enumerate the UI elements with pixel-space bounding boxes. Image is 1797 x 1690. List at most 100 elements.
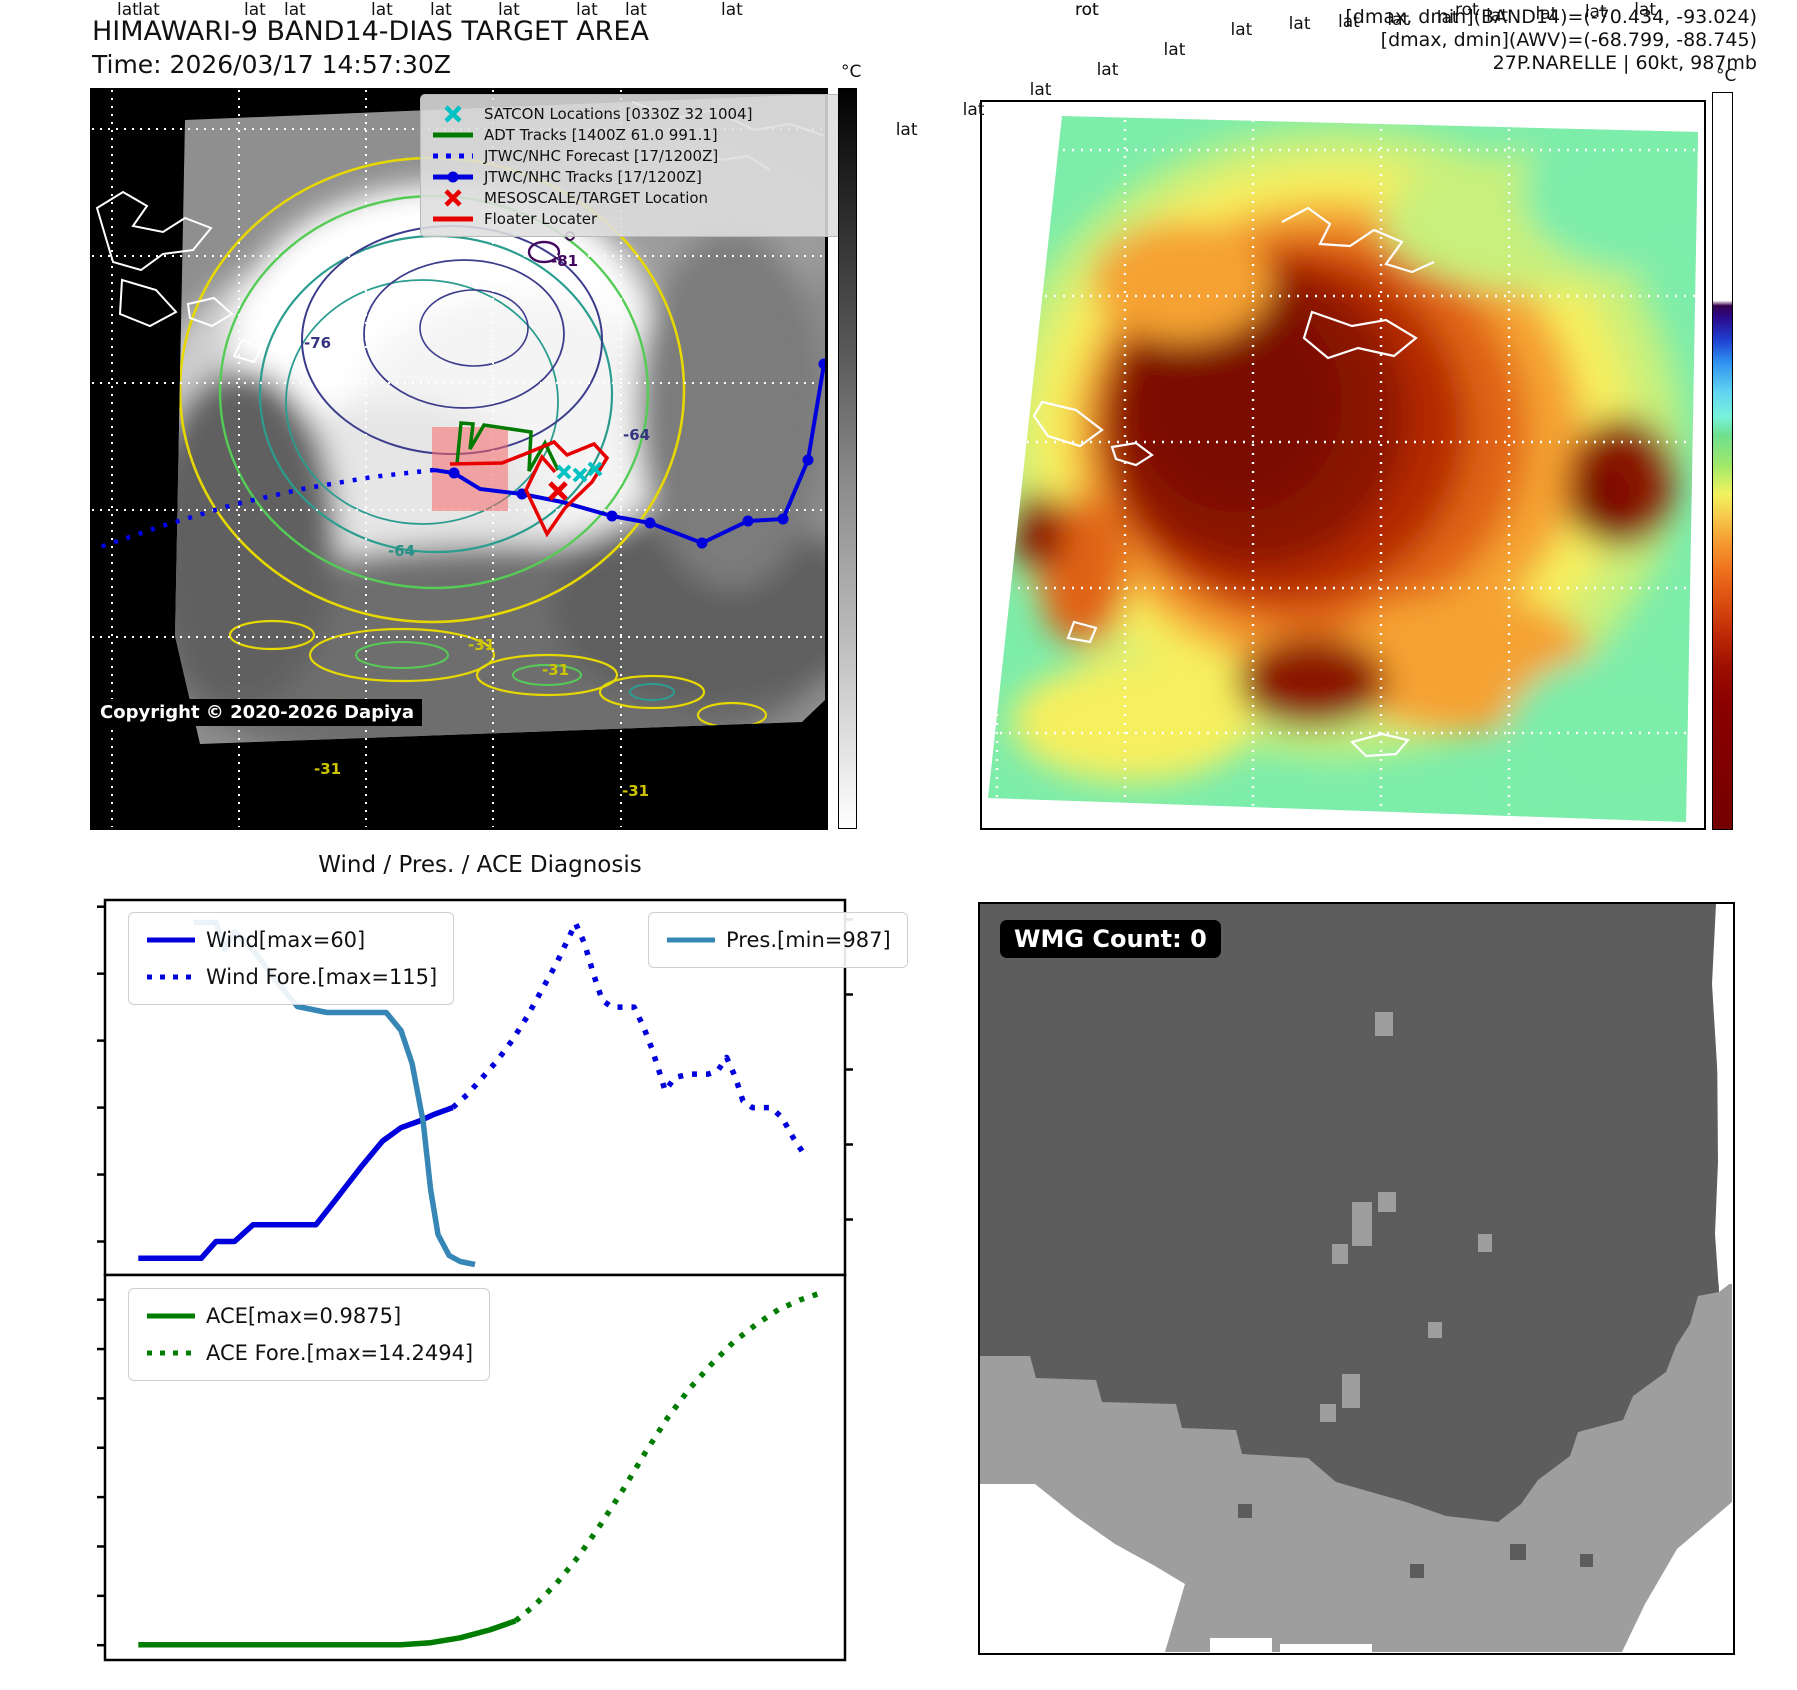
legend-item: Wind[max=60] bbox=[145, 922, 437, 958]
page-title: HIMAWARI-9 BAND14-DIAS TARGET AREA bbox=[92, 16, 649, 47]
tick-label: lat bbox=[284, 0, 306, 20]
tick-label: lat bbox=[721, 0, 743, 20]
tick-label: rot bbox=[1075, 0, 1099, 20]
svg-text:-76: -76 bbox=[304, 334, 331, 352]
legend-label: ACE Fore.[max=14.2494] bbox=[206, 1341, 474, 1365]
legend-label: Floater Locater bbox=[484, 210, 598, 228]
awv-map-panel bbox=[980, 100, 1706, 830]
tick-label: lat bbox=[244, 0, 266, 20]
band14-legend: SATCON Locations [0330Z 32 1004] ADT Trac… bbox=[420, 94, 842, 237]
wmg-panel bbox=[978, 902, 1735, 1655]
legend-item: JTWC/NHC Forecast [17/1200Z] bbox=[431, 146, 829, 166]
tick-label: lat bbox=[498, 0, 520, 20]
legend-key bbox=[145, 1307, 197, 1325]
tick-label: lat bbox=[1096, 60, 1119, 80]
legend-key bbox=[145, 1344, 197, 1362]
svg-text:-31: -31 bbox=[468, 636, 495, 654]
legend-item: Pres.[min=987] bbox=[665, 922, 891, 958]
tick-label: lat bbox=[1584, 2, 1607, 22]
dotted-legend-marker-icon bbox=[433, 153, 473, 159]
legend-item: ADT Tracks [1400Z 61.0 991.1] bbox=[431, 125, 829, 145]
legend-label: Wind[max=60] bbox=[206, 928, 366, 952]
tick-label: lat bbox=[1387, 10, 1410, 30]
tick-label: lat bbox=[895, 120, 918, 140]
legend-item: SATCON Locations [0330Z 32 1004] bbox=[431, 104, 829, 124]
line-legend-marker-icon bbox=[433, 216, 473, 222]
tick-label: rot bbox=[1075, 0, 1099, 20]
copyright-badge: Copyright © 2020-2026 Dapiya bbox=[92, 699, 423, 726]
tick-label: lat bbox=[117, 0, 139, 20]
awv-map-image bbox=[982, 102, 1703, 827]
band14-colorbar-unit: °C bbox=[841, 62, 862, 82]
svg-text:-64: -64 bbox=[623, 426, 650, 444]
tick-label: rot bbox=[1455, 0, 1479, 20]
stat-band14: [dmax, dmin](BAND14)=(-70.434, -93.024) bbox=[1345, 6, 1757, 28]
svg-text:-31: -31 bbox=[622, 782, 649, 800]
legend-label: ADT Tracks [1400Z 61.0 991.1] bbox=[484, 126, 718, 144]
legend-key bbox=[431, 126, 475, 144]
legend-key bbox=[665, 931, 717, 949]
tick-label: lat bbox=[371, 0, 393, 20]
tick-label: lat bbox=[1486, 6, 1508, 26]
svg-text:-81: -81 bbox=[551, 252, 578, 270]
svg-text:-64: -64 bbox=[388, 542, 415, 560]
wmg-count-badge: WMG Count: 0 bbox=[1000, 920, 1221, 958]
legend-label: Pres.[min=987] bbox=[726, 928, 891, 952]
dotted-legend-marker-icon bbox=[147, 974, 195, 980]
line-dot-legend-marker-icon bbox=[433, 171, 473, 183]
awv-colorbar-unit: °C bbox=[1716, 66, 1737, 86]
legend-item: ACE[max=0.9875] bbox=[145, 1298, 473, 1334]
legend-label: JTWC/NHC Tracks [17/1200Z] bbox=[484, 168, 702, 186]
legend-item: Wind Fore.[max=115] bbox=[145, 959, 437, 995]
x-legend-marker-icon bbox=[444, 105, 462, 123]
legend-key bbox=[431, 168, 475, 186]
stat-storm: 27P.NARELLE | 60kt, 987mb bbox=[1492, 52, 1757, 74]
legend-key bbox=[145, 968, 197, 986]
storm-stats: [dmax, dmin](BAND14)=(-70.434, -93.024) … bbox=[1345, 6, 1757, 75]
x-legend-marker-icon bbox=[444, 189, 462, 207]
tick-label: lat bbox=[430, 0, 452, 20]
legend-key bbox=[431, 189, 475, 207]
legend-label: JTWC/NHC Forecast [17/1200Z] bbox=[484, 147, 719, 165]
wind-legend: Wind[max=60] Wind Fore.[max=115] bbox=[128, 912, 455, 1005]
wmg-map-image bbox=[980, 904, 1732, 1652]
tick-label: lat bbox=[1288, 14, 1311, 34]
legend-key bbox=[431, 105, 475, 123]
tick-label: lat bbox=[1163, 40, 1186, 60]
dotted-legend-marker-icon bbox=[147, 1350, 195, 1356]
legend-key bbox=[145, 931, 197, 949]
legend-item: ACE Fore.[max=14.2494] bbox=[145, 1335, 473, 1371]
line-legend-marker-icon bbox=[667, 937, 715, 943]
diagnosis-title: Wind / Pres. / ACE Diagnosis bbox=[318, 852, 642, 878]
band14-colorbar bbox=[838, 88, 857, 829]
ace-legend: ACE[max=0.9875] ACE Fore.[max=14.2494] bbox=[128, 1288, 491, 1381]
line-legend-marker-icon bbox=[147, 937, 195, 943]
legend-item: JTWC/NHC Tracks [17/1200Z] bbox=[431, 167, 829, 187]
tick-label: lat bbox=[1338, 12, 1360, 32]
legend-item: Floater Locater bbox=[431, 209, 829, 229]
legend-label: SATCON Locations [0330Z 32 1004] bbox=[484, 105, 753, 123]
svg-text:-31: -31 bbox=[314, 760, 341, 778]
legend-item: MESOSCALE/TARGET Location bbox=[431, 188, 829, 208]
line-legend-marker-icon bbox=[433, 132, 473, 138]
pressure-legend: Pres.[min=987] bbox=[648, 912, 908, 968]
line-legend-marker-icon bbox=[147, 1313, 195, 1319]
tick-label: lat bbox=[1535, 4, 1558, 24]
awv-colorbar bbox=[1712, 92, 1733, 830]
legend-key bbox=[431, 147, 475, 165]
tick-label: lat bbox=[1436, 8, 1459, 28]
legend-label: ACE[max=0.9875] bbox=[206, 1304, 402, 1328]
tick-label: lat bbox=[962, 100, 985, 120]
tick-label: lat bbox=[625, 0, 647, 20]
tick-label: lat bbox=[138, 0, 160, 20]
tick-label: lat bbox=[1634, 0, 1656, 20]
tick-label: lat bbox=[576, 0, 598, 20]
stat-awv: [dmax, dmin](AWV)=(-68.799, -88.745) bbox=[1380, 29, 1757, 51]
legend-key bbox=[431, 210, 475, 228]
tick-label: lat bbox=[1029, 80, 1052, 100]
page-time: Time: 2026/03/17 14:57:30Z bbox=[92, 50, 451, 79]
svg-text:-31: -31 bbox=[542, 661, 569, 679]
tick-label: lat bbox=[1230, 20, 1253, 40]
legend-label: Wind Fore.[max=115] bbox=[206, 965, 438, 989]
